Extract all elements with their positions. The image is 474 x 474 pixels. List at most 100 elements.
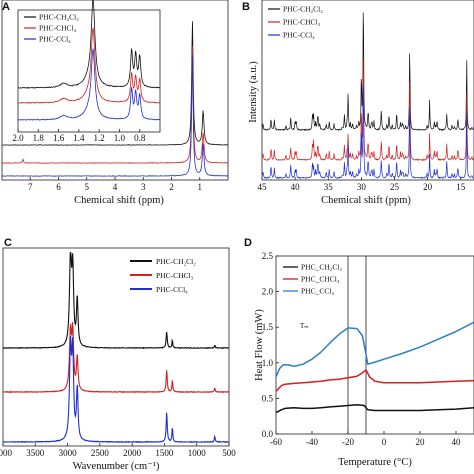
panel-a-inset-tick-label-1-2: 1.2 — [94, 133, 105, 143]
panel-b-frame — [261, 0, 474, 181]
legend-label-ccl4: PHC_CCl₄ — [301, 287, 334, 296]
panel-c-frame — [2, 247, 230, 447]
panel-a: A 7 6 5 4 3 2 1 Chemical shift (ppm) PHC-CH₂Cl… — [1, 0, 229, 206]
legend-label-ch2cl2: PHC_CH₂Cl₂ — [301, 263, 342, 272]
panel-c-x-axis-label: Wavenumber (cm⁻¹) — [73, 461, 160, 472]
series-line-phc-ccl- — [275, 321, 474, 378]
legend-label-ch2cl2: PHC-CH₂Cl₂ — [156, 257, 196, 266]
panel-a-inset: PHC-CH₂Cl₂ PHC-CHCl₃ PHC-CCl₄ 2.0 1.8 1.6 1… — [12, 0, 161, 143]
panel-b-spectra — [261, 12, 474, 179]
series-line-phc-chcl- — [275, 369, 474, 392]
panel-d-xtick-label--40: -40 — [306, 437, 318, 447]
panel-d-x-axis-label: Temperature (°C) — [338, 457, 412, 468]
legend-label-chcl3: PHC-CHCl₃ — [156, 271, 194, 280]
panel-d-ytick-label-1-5: 1.5 — [262, 322, 274, 332]
panel-c-tick-label-3000: 3000 — [59, 448, 78, 458]
panel-c-label: C — [4, 237, 12, 249]
panel-d-ytick-label-0-5: 0.5 — [262, 393, 274, 403]
panel-b-tick-label-35: 35 — [324, 182, 334, 192]
panel-b-label: B — [242, 1, 250, 13]
panel-a-tick-label-5: 5 — [85, 182, 90, 192]
panel-d-xtick-label--60: -60 — [270, 437, 282, 447]
panel-c-x-ticks: 4000 3500 3000 2500 2000 1500 1000 500 — [0, 443, 236, 458]
panel-a-inset-tick-label-1-4: 1.4 — [73, 133, 85, 143]
panel-d-x-ticks: -60 -40 -20 0 20 40 — [270, 431, 461, 447]
panel-c-tick-label-1000: 1000 — [188, 448, 207, 458]
panel-b-tick-label-25: 25 — [390, 182, 400, 192]
panel-d-frame — [275, 255, 474, 435]
legend-label-ccl4: PHC-CCl₄ — [156, 285, 188, 294]
spectrum-phc-chcl- — [2, 322, 229, 394]
spectrum-phc-ch-cl- — [2, 21, 228, 146]
panel-a-inset-tick-label-2-0: 2.0 — [12, 133, 24, 143]
legend-label-ch2cl2: PHC-CH₂Cl₂ — [39, 13, 79, 22]
panel-d-ytick-label-0-0: 0.0 — [262, 429, 274, 439]
legend-label-ccl4: PHC-CCl₄ — [39, 35, 71, 44]
panel-c-tick-label-4000: 4000 — [0, 448, 13, 458]
legend-label-chcl3: PHC-CHCl₃ — [39, 24, 77, 33]
panel-d: D Heat Flow (mW) Temperature (°C) 0.0 0.5… — [244, 237, 474, 468]
panel-a-tick-label-1: 1 — [198, 182, 203, 192]
spectrum-phc-ccl- — [2, 55, 229, 177]
panel-b-y-axis-label: Intensity (a.u.) — [248, 61, 259, 123]
inset-spectrum-phc-chcl- — [18, 28, 160, 104]
panel-b-x-axis-label: Chemical shift (ppm) — [321, 195, 411, 206]
panel-a-tick-label-2: 2 — [169, 182, 174, 192]
panel-b-tick-label-15: 15 — [456, 182, 466, 192]
inset-spectrum-phc-ccl- — [17, 48, 161, 121]
panel-a-inset-tick-label-1-0: 1.0 — [114, 133, 126, 143]
panel-c-tick-label-2000: 2000 — [123, 448, 142, 458]
legend-label-chcl3: PHC_CHCl₃ — [301, 275, 340, 284]
panel-d-xtick-label-0: 0 — [382, 437, 387, 447]
panel-a-label: A — [2, 1, 10, 13]
panel-d-ytick-label-2-5: 2.5 — [262, 251, 274, 261]
panel-a-inset-frame — [17, 9, 161, 133]
panel-a-inset-tick-label-1-6: 1.6 — [53, 133, 65, 143]
panel-b-tick-label-40: 40 — [291, 182, 301, 192]
panel-c-tick-label-3500: 3500 — [26, 448, 45, 458]
panel-c: C 4000 3500 3000 2500 2000 1500 1000 500 Wavenu… — [0, 237, 236, 472]
panel-c-legend: PHC-CH₂Cl₂ PHC-CHCl₃ PHC-CCl₄ — [130, 257, 196, 294]
panel-d-legend: PHC_CH₂Cl₂ PHC_CHCl₃ PHC_CCl₄ — [283, 263, 342, 296]
panel-d-xtick-label--20: -20 — [342, 437, 354, 447]
spectrum-phc-chcl- — [1, 46, 229, 164]
legend-label-ch2cl2: PHC-CH₂Cl₂ — [283, 5, 323, 14]
panel-b: B Intensity (a.u.) 45 40 35 30 25 20 15 Chemic… — [242, 0, 474, 206]
panel-c-tick-label-1500: 1500 — [155, 448, 174, 458]
panel-d-xtick-label-20: 20 — [416, 437, 426, 447]
legend-label-ccl4: PHC-CCl₄ — [283, 31, 315, 40]
panel-d-y-ticks: 0.0 0.5 1.0 1.5 2.0 2.5 — [262, 251, 279, 439]
panel-b-tick-label-20: 20 — [423, 182, 433, 192]
spectrum-phc-ccl- — [261, 85, 474, 179]
panel-a-inset-tick-label-1-8: 1.8 — [33, 133, 45, 143]
panel-a-inset-ticks: 2.0 1.8 1.6 1.4 1.2 1.0 0.8 — [12, 129, 146, 143]
panel-d-tm-annotation: Tₘ — [300, 322, 309, 330]
panel-a-x-axis-label: Chemical shift (ppm) — [74, 195, 164, 206]
panel-a-inset-tick-label-0-8: 0.8 — [134, 133, 146, 143]
panel-d-y-axis-label: Heat Flow (mW) — [254, 309, 265, 381]
panel-a-tick-label-4: 4 — [113, 182, 118, 192]
panel-d-label: D — [244, 237, 252, 249]
series-line-phc-ch-cl- — [275, 404, 474, 414]
panel-a-spectra — [1, 21, 229, 177]
panel-d-vlines — [347, 256, 367, 434]
panel-b-x-ticks: 45 40 35 30 25 20 15 — [258, 177, 466, 192]
panel-a-legend: PHC-CH₂Cl₂ PHC-CHCl₃ PHC-CCl₄ — [24, 13, 79, 44]
panel-a-inset-spectra — [17, 0, 161, 121]
legend-label-chcl3: PHC-CHCl₃ — [283, 18, 321, 27]
panel-d-xtick-label-40: 40 — [452, 437, 462, 447]
panel-c-spectra — [2, 251, 229, 444]
panel-c-tick-label-500: 500 — [222, 448, 236, 458]
spectrum-phc-ch-cl- — [261, 12, 474, 132]
panel-a-tick-label-3: 3 — [141, 182, 146, 192]
spectrum-phc-chcl- — [261, 58, 474, 162]
panel-d-series — [275, 321, 474, 414]
panel-c-tick-label-2500: 2500 — [91, 448, 110, 458]
panel-d-ytick-label-1-0: 1.0 — [262, 358, 274, 368]
panel-b-tick-label-45: 45 — [258, 182, 268, 192]
spectrum-phc-ch-cl- — [2, 251, 229, 350]
panel-a-x-ticks: 7 6 5 4 3 2 1 — [28, 177, 202, 192]
panel-d-ytick-label-2-0: 2.0 — [262, 287, 274, 297]
inset-spectrum-phc-ch-cl- — [17, 0, 161, 89]
